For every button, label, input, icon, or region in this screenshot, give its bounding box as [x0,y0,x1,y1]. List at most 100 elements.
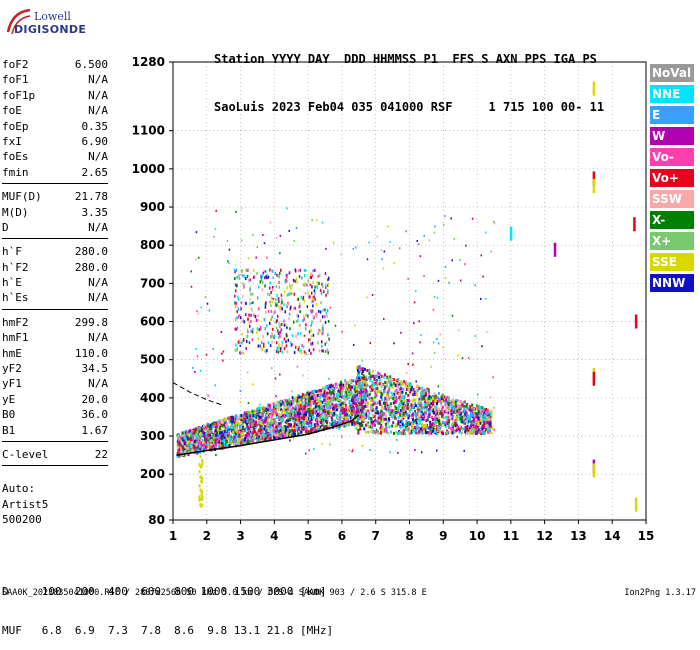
echo-dot [363,399,366,403]
echo-dot [301,423,304,427]
echo-dot [324,342,327,346]
echo-dot [220,437,223,441]
echo-dot [205,437,208,441]
echo-dot [397,432,400,436]
echo-dot [462,401,465,405]
echo-dot [261,423,264,427]
echo-dot [405,413,408,417]
legend-item-x: X- [650,211,694,229]
echo-dot [306,429,309,433]
echo-dot [375,406,378,410]
echo-dot [427,401,430,405]
echo-dot [469,426,472,430]
echo-dot [264,327,267,331]
echo-dot [479,429,482,433]
echo-dot [397,406,400,410]
echo-dot [361,444,364,447]
echo-dot [459,400,462,404]
echo-dot [482,416,485,420]
echo-dot [356,401,359,405]
echo-dot [442,432,445,436]
echo-dot [240,207,243,210]
echo-dot [313,393,316,397]
echo-dot [286,276,288,280]
echo-dot [286,405,289,409]
echo-dot [317,423,320,427]
echo-dot [241,332,243,336]
param-label: hmF1 [2,331,29,345]
echo-dot [423,390,426,394]
echo-dot [294,279,296,283]
echo-dot [403,380,406,384]
echo-dot [380,432,382,435]
echo-dot [278,422,281,426]
echo-dot [205,445,208,449]
param-row: yF2 34.5 [2,361,108,376]
echo-dot [285,410,288,414]
param-label: hmF2 [2,315,29,329]
echo-dot [249,425,252,429]
echo-dot [227,430,230,434]
echo-dot [291,334,294,338]
echo-dot [477,411,480,415]
echo-dot [195,437,198,441]
echo-dot [260,417,263,421]
echo-dot [354,413,357,417]
echo-dot [278,285,281,289]
echo-dot [275,395,277,398]
echo-dot [321,400,324,404]
x-tick-label: 8 [405,529,413,543]
echo-dot [383,318,385,321]
echo-dot [396,410,399,414]
echo-dot [321,423,324,427]
echo-dot [210,436,213,440]
echo-dot [226,429,229,433]
echo-dot [327,351,329,355]
echo-dot [214,437,217,441]
echo-dot [324,419,327,423]
echo-dot [288,398,291,402]
echo-dot [389,241,391,244]
echo-dot [298,399,301,403]
echo-dot [324,349,327,353]
echo-dot [490,409,493,413]
echo-dot [335,414,338,418]
echo-dot [418,320,420,323]
echo-dot [476,407,479,411]
echo-dot [263,318,266,322]
y-tick-label: 300 [140,429,165,443]
echo-dot [458,329,460,332]
echo-dot [385,417,388,421]
echo-dot [369,378,372,382]
echo-dot [188,444,191,448]
x-tick-label: 10 [469,529,486,543]
echo-dot [223,442,226,446]
echo-dot [237,417,240,421]
echo-dot [358,376,361,380]
echo-dot [352,417,355,421]
echo-dot [343,410,346,414]
echo-dot [469,424,472,428]
echo-dot [289,429,291,432]
echo-dot [274,411,277,415]
echo-dot [435,402,438,406]
echo-dot [262,344,265,348]
legend-item-x: X+ [650,232,694,250]
echo-dot [215,431,218,435]
echo-dot [402,411,405,415]
echo-dot [218,445,221,449]
param-label: D [2,220,9,234]
echo-dot [436,407,439,411]
echo-dot [347,410,350,414]
echo-dot [451,314,454,317]
echo-dot [276,326,278,330]
echo-dot [406,404,409,408]
echo-dot [195,427,198,431]
echo-dot [351,403,354,407]
echo-dot [189,435,192,439]
echo-dot [399,392,402,396]
echo-dot [328,396,331,400]
echo-dot [178,448,181,452]
echo-dot [407,427,410,431]
echo-dot [341,401,344,405]
